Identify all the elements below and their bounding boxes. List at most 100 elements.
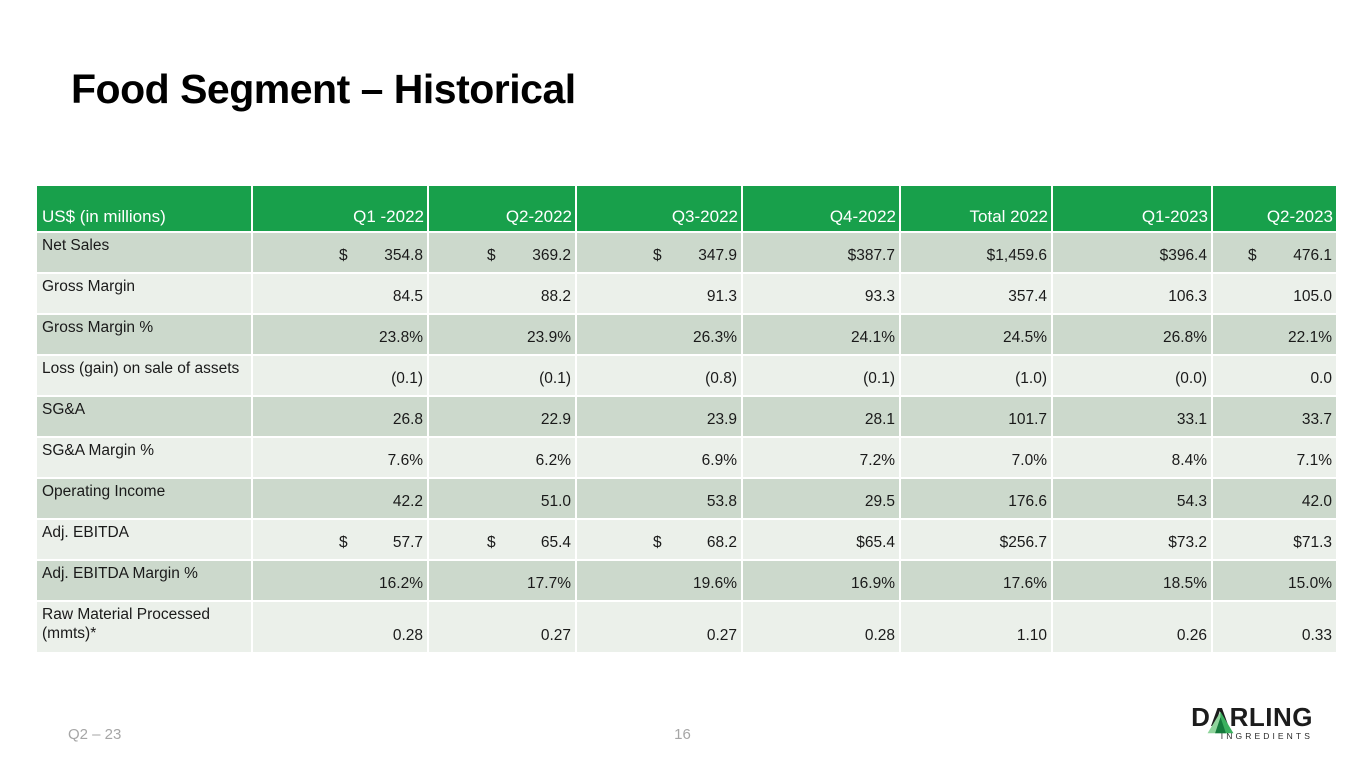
table-row: Gross Margin % 23.8% 23.9% 26.3% 24.1% 24.5% 2… xyxy=(37,315,1336,354)
table-cell: 0.27 xyxy=(577,602,741,652)
logo-triangle-icon xyxy=(1207,711,1234,734)
table-cell: 88.2 xyxy=(429,274,575,313)
row-label: Adj. EBITDA Margin % xyxy=(37,561,251,600)
column-header: Q1-2023 xyxy=(1053,186,1211,231)
table-row: Gross Margin 84.5 88.2 91.3 93.3 357.4 106.3 10… xyxy=(37,274,1336,313)
table-cell: 22.1% xyxy=(1213,315,1336,354)
table-cell: 33.7 xyxy=(1213,397,1336,436)
table-cell: 176.6 xyxy=(901,479,1051,518)
footer-deck-label: Q2 – 23 xyxy=(68,726,122,743)
table-cell: 22.9 xyxy=(429,397,575,436)
table-cell: 24.5% xyxy=(901,315,1051,354)
table-row: SG&A 26.8 22.9 23.9 28.1 101.7 33.1 33.7 xyxy=(37,397,1336,436)
table-cell: $354.8 xyxy=(253,233,427,272)
table-cell: 0.28 xyxy=(743,602,899,652)
table-row: Adj. EBITDA $57.7 $65.4 $68.2 $65.4 $256.7 $73… xyxy=(37,520,1336,559)
table-cell: 7.2% xyxy=(743,438,899,477)
table-cell: $65.4 xyxy=(429,520,575,559)
table-cell: (0.1) xyxy=(253,356,427,395)
table-cell: 1.10 xyxy=(901,602,1051,652)
table-cell: 18.5% xyxy=(1053,561,1211,600)
table-cell: $57.7 xyxy=(253,520,427,559)
row-label: Operating Income xyxy=(37,479,251,518)
table-row: SG&A Margin % 7.6% 6.2% 6.9% 7.2% 7.0% 8.4% 7.1… xyxy=(37,438,1336,477)
financial-table-container: US$ (in millions) Q1 -2022 Q2-2022 Q3-2022 Q… xyxy=(35,184,1336,654)
column-header: Total 2022 xyxy=(901,186,1051,231)
table-cell: 16.2% xyxy=(253,561,427,600)
table-cell: 42.0 xyxy=(1213,479,1336,518)
table-cell: (0.0) xyxy=(1053,356,1211,395)
table-cell: 357.4 xyxy=(901,274,1051,313)
table-cell: 33.1 xyxy=(1053,397,1211,436)
table-row: Adj. EBITDA Margin % 16.2% 17.7% 19.6% 16.9%… xyxy=(37,561,1336,600)
table-cell: 0.33 xyxy=(1213,602,1336,652)
table-cell: $1,459.6 xyxy=(901,233,1051,272)
column-header: Q2-2022 xyxy=(429,186,575,231)
table-header-row: US$ (in millions) Q1 -2022 Q2-2022 Q3-2022 Q… xyxy=(37,186,1336,231)
table-cell: 17.6% xyxy=(901,561,1051,600)
column-header: Q1 -2022 xyxy=(253,186,427,231)
table-cell: (0.1) xyxy=(429,356,575,395)
table-cell: 26.8% xyxy=(1053,315,1211,354)
table-cell: 0.28 xyxy=(253,602,427,652)
table-cell: 26.8 xyxy=(253,397,427,436)
table-cell: 23.8% xyxy=(253,315,427,354)
footer-page-number: 16 xyxy=(674,726,691,743)
financial-table: US$ (in millions) Q1 -2022 Q2-2022 Q3-2022 Q… xyxy=(35,184,1338,654)
page-title: Food Segment – Historical xyxy=(71,66,576,112)
logo-brand-text: DARLING xyxy=(1191,702,1313,734)
table-cell: 24.1% xyxy=(743,315,899,354)
row-label: Net Sales xyxy=(37,233,251,272)
column-header: Q2-2023 xyxy=(1213,186,1336,231)
table-cell: 105.0 xyxy=(1213,274,1336,313)
column-header: Q3-2022 xyxy=(577,186,741,231)
table-cell: $476.1 xyxy=(1213,233,1336,272)
table-cell: 42.2 xyxy=(253,479,427,518)
table-corner-header: US$ (in millions) xyxy=(37,186,251,231)
table-cell: 91.3 xyxy=(577,274,741,313)
table-cell: 6.2% xyxy=(429,438,575,477)
row-label: Gross Margin xyxy=(37,274,251,313)
table-cell: $71.3 xyxy=(1213,520,1336,559)
table-cell: 7.0% xyxy=(901,438,1051,477)
table-cell: 6.9% xyxy=(577,438,741,477)
table-cell: $369.2 xyxy=(429,233,575,272)
table-cell: 28.1 xyxy=(743,397,899,436)
table-cell: 7.6% xyxy=(253,438,427,477)
table-cell: $347.9 xyxy=(577,233,741,272)
table-cell: (0.8) xyxy=(577,356,741,395)
table-cell: $396.4 xyxy=(1053,233,1211,272)
table-cell: (1.0) xyxy=(901,356,1051,395)
table-cell: 7.1% xyxy=(1213,438,1336,477)
table-cell: 29.5 xyxy=(743,479,899,518)
table-cell: 93.3 xyxy=(743,274,899,313)
table-cell: 17.7% xyxy=(429,561,575,600)
table-cell: 16.9% xyxy=(743,561,899,600)
table-cell: 84.5 xyxy=(253,274,427,313)
logo-brand-label: DARLING xyxy=(1191,702,1313,732)
row-label: Raw Material Processed (mmts)* xyxy=(37,602,251,652)
table-cell: 53.8 xyxy=(577,479,741,518)
table-cell: $65.4 xyxy=(743,520,899,559)
table-row: Raw Material Processed (mmts)* 0.28 0.27 0.… xyxy=(37,602,1336,652)
row-label: Gross Margin % xyxy=(37,315,251,354)
table-row: Loss (gain) on sale of assets (0.1) (0.1)(… xyxy=(37,356,1336,395)
table-cell: 19.6% xyxy=(577,561,741,600)
row-label: SG&A xyxy=(37,397,251,436)
table-cell: $387.7 xyxy=(743,233,899,272)
table-cell: 0.0 xyxy=(1213,356,1336,395)
table-cell: 15.0% xyxy=(1213,561,1336,600)
table-cell: 26.3% xyxy=(577,315,741,354)
table-cell: 23.9% xyxy=(429,315,575,354)
table-cell: 106.3 xyxy=(1053,274,1211,313)
table-cell: (0.1) xyxy=(743,356,899,395)
table-cell: $68.2 xyxy=(577,520,741,559)
table-cell: 0.26 xyxy=(1053,602,1211,652)
table-cell: $256.7 xyxy=(901,520,1051,559)
table-cell: 101.7 xyxy=(901,397,1051,436)
table-cell: 51.0 xyxy=(429,479,575,518)
table-body: Net Sales $354.8 $369.2 $347.9 $387.7 $1,459.… xyxy=(37,233,1336,652)
table-cell: 8.4% xyxy=(1053,438,1211,477)
logo-ingredients-text: INGREDIENTS xyxy=(1220,731,1313,741)
table-row: Net Sales $354.8 $369.2 $347.9 $387.7 $1,459.… xyxy=(37,233,1336,272)
